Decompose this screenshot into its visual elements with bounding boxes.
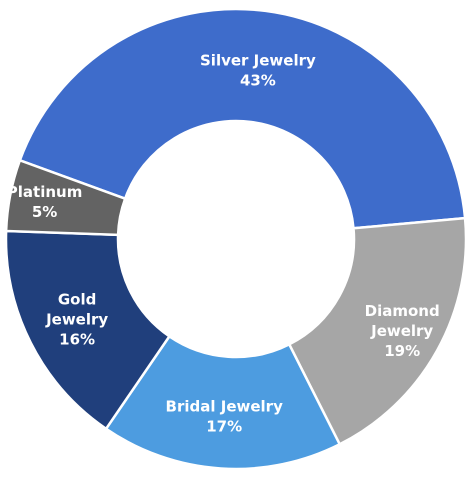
slice-value-label: 16% xyxy=(59,330,95,348)
slice-name-label: Silver Jewelry xyxy=(200,51,316,69)
slice-label-platinum: Platinum 5% xyxy=(7,183,83,221)
slice-name-label: Diamond xyxy=(365,302,440,320)
slice-name-label: Gold xyxy=(58,290,97,308)
slice-label-gold-jewelry: Gold Jewelry 16% xyxy=(45,290,108,348)
slice-value-label: 17% xyxy=(206,418,242,436)
slice-name-label: Bridal Jewelry xyxy=(166,398,284,416)
slice-bridal-jewelry xyxy=(104,334,342,471)
slice-value-label: 43% xyxy=(240,71,276,89)
chart-slices xyxy=(4,7,468,471)
slice-diamond-jewelry xyxy=(287,216,468,446)
chart-labels: Silver Jewelry 43% Diamond Jewelry 19% Bridal… xyxy=(7,51,440,435)
slice-name-label: Platinum xyxy=(7,183,83,201)
slice-value-label: 19% xyxy=(384,342,420,360)
slice-label-diamond-jewelry: Diamond Jewelry 19% xyxy=(365,302,440,360)
slice-silver-jewelry xyxy=(18,7,467,230)
slice-name-label: Jewelry xyxy=(45,310,108,328)
slice-platinum xyxy=(4,158,127,237)
slice-label-bridal-jewelry: Bridal Jewelry 17% xyxy=(166,398,284,436)
slice-name-label: Jewelry xyxy=(370,322,433,340)
slice-gold-jewelry xyxy=(4,229,172,431)
slice-value-label: 5% xyxy=(32,203,57,221)
slice-label-silver-jewelry: Silver Jewelry 43% xyxy=(200,51,316,89)
